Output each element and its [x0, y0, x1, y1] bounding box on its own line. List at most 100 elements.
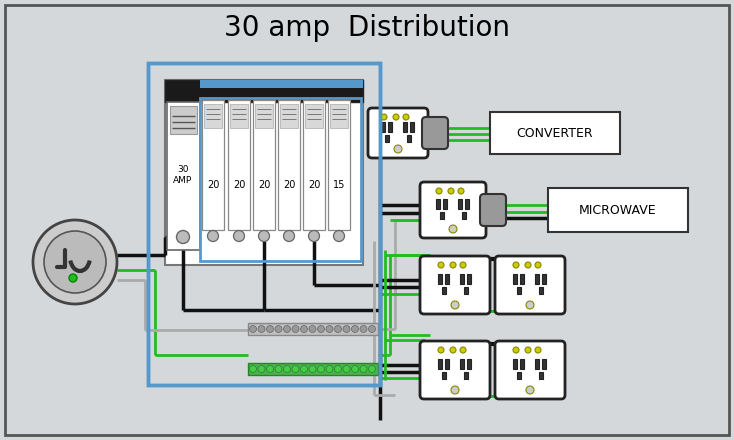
- Circle shape: [44, 231, 106, 293]
- Circle shape: [394, 145, 402, 153]
- Text: 30 amp  Distribution: 30 amp Distribution: [224, 14, 510, 42]
- Text: 15: 15: [333, 180, 345, 190]
- FancyBboxPatch shape: [422, 117, 448, 149]
- Circle shape: [438, 262, 444, 268]
- Text: MICROWAVE: MICROWAVE: [579, 203, 657, 216]
- Circle shape: [300, 366, 308, 373]
- FancyBboxPatch shape: [436, 199, 440, 209]
- FancyBboxPatch shape: [458, 199, 462, 209]
- FancyBboxPatch shape: [420, 256, 490, 314]
- FancyBboxPatch shape: [407, 135, 411, 142]
- FancyBboxPatch shape: [165, 80, 363, 102]
- FancyBboxPatch shape: [381, 122, 385, 132]
- FancyBboxPatch shape: [438, 274, 442, 284]
- Circle shape: [69, 274, 77, 282]
- FancyBboxPatch shape: [539, 372, 543, 379]
- FancyBboxPatch shape: [388, 122, 392, 132]
- FancyBboxPatch shape: [513, 274, 517, 284]
- Circle shape: [258, 366, 265, 373]
- Circle shape: [460, 262, 466, 268]
- FancyBboxPatch shape: [467, 274, 471, 284]
- Circle shape: [458, 188, 464, 194]
- Circle shape: [403, 114, 409, 120]
- Circle shape: [451, 386, 459, 394]
- FancyBboxPatch shape: [305, 104, 323, 128]
- FancyBboxPatch shape: [520, 359, 524, 369]
- Circle shape: [450, 262, 456, 268]
- Circle shape: [381, 114, 387, 120]
- FancyBboxPatch shape: [535, 274, 539, 284]
- Circle shape: [450, 347, 456, 353]
- FancyBboxPatch shape: [403, 122, 407, 132]
- Circle shape: [343, 366, 350, 373]
- Circle shape: [513, 262, 519, 268]
- FancyBboxPatch shape: [330, 104, 348, 128]
- FancyBboxPatch shape: [368, 108, 428, 158]
- FancyBboxPatch shape: [442, 287, 446, 294]
- Circle shape: [436, 188, 442, 194]
- Circle shape: [326, 366, 333, 373]
- FancyBboxPatch shape: [517, 372, 521, 379]
- FancyBboxPatch shape: [517, 287, 521, 294]
- FancyBboxPatch shape: [438, 359, 442, 369]
- FancyBboxPatch shape: [230, 104, 248, 128]
- FancyBboxPatch shape: [462, 212, 466, 219]
- FancyBboxPatch shape: [410, 122, 414, 132]
- FancyBboxPatch shape: [539, 287, 543, 294]
- Circle shape: [525, 347, 531, 353]
- FancyBboxPatch shape: [440, 212, 444, 219]
- Circle shape: [335, 326, 341, 333]
- Circle shape: [258, 231, 269, 242]
- FancyBboxPatch shape: [548, 188, 688, 232]
- FancyBboxPatch shape: [495, 256, 565, 314]
- FancyBboxPatch shape: [385, 135, 389, 142]
- FancyBboxPatch shape: [165, 80, 363, 265]
- Text: 20: 20: [283, 180, 295, 190]
- Text: 20: 20: [258, 180, 270, 190]
- Circle shape: [368, 326, 376, 333]
- Circle shape: [233, 231, 244, 242]
- Circle shape: [309, 366, 316, 373]
- Circle shape: [448, 188, 454, 194]
- Circle shape: [176, 231, 189, 243]
- Circle shape: [526, 301, 534, 309]
- FancyBboxPatch shape: [255, 104, 273, 128]
- Circle shape: [326, 326, 333, 333]
- Circle shape: [250, 326, 256, 333]
- Circle shape: [360, 326, 367, 333]
- FancyBboxPatch shape: [513, 359, 517, 369]
- Circle shape: [438, 347, 444, 353]
- FancyBboxPatch shape: [278, 100, 300, 230]
- Circle shape: [333, 231, 344, 242]
- Circle shape: [208, 231, 219, 242]
- FancyBboxPatch shape: [420, 182, 486, 238]
- FancyBboxPatch shape: [200, 80, 363, 88]
- Circle shape: [292, 326, 299, 333]
- Circle shape: [283, 366, 291, 373]
- Circle shape: [275, 326, 282, 333]
- FancyBboxPatch shape: [248, 323, 378, 335]
- Circle shape: [513, 347, 519, 353]
- Circle shape: [335, 366, 341, 373]
- FancyBboxPatch shape: [280, 104, 298, 128]
- Circle shape: [449, 225, 457, 233]
- FancyBboxPatch shape: [5, 5, 729, 435]
- FancyBboxPatch shape: [490, 112, 620, 154]
- FancyBboxPatch shape: [495, 341, 565, 399]
- FancyBboxPatch shape: [464, 287, 468, 294]
- FancyBboxPatch shape: [535, 359, 539, 369]
- FancyBboxPatch shape: [442, 372, 446, 379]
- FancyBboxPatch shape: [443, 199, 447, 209]
- FancyBboxPatch shape: [445, 274, 449, 284]
- Circle shape: [318, 366, 324, 373]
- Circle shape: [360, 366, 367, 373]
- Circle shape: [352, 326, 358, 333]
- Text: 20: 20: [233, 180, 245, 190]
- Circle shape: [250, 366, 256, 373]
- FancyBboxPatch shape: [542, 359, 546, 369]
- FancyBboxPatch shape: [465, 199, 469, 209]
- Circle shape: [283, 326, 291, 333]
- Circle shape: [258, 326, 265, 333]
- Circle shape: [266, 326, 274, 333]
- Circle shape: [460, 347, 466, 353]
